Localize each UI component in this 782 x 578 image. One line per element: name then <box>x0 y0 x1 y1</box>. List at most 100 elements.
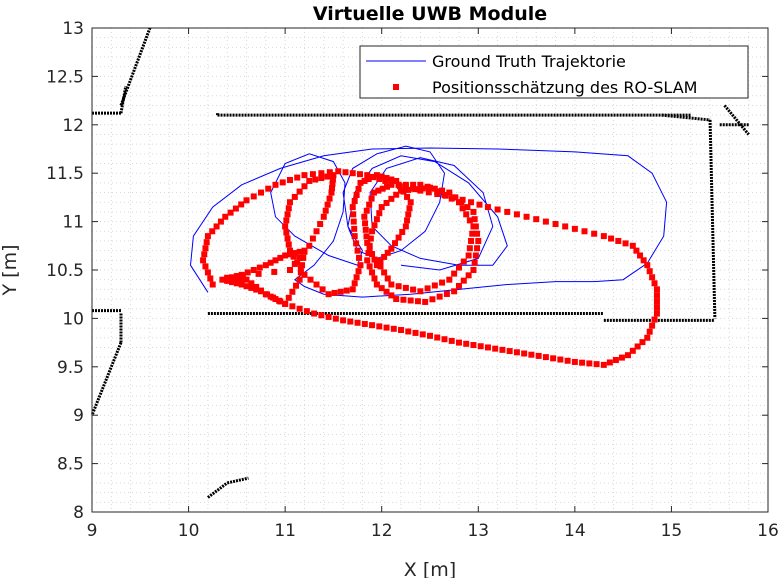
series-estimate-point <box>455 339 462 346</box>
series-estimate-point <box>434 334 441 341</box>
series-estimate-point <box>378 173 385 180</box>
series-estimate-point <box>207 275 214 282</box>
series-estimate-point <box>301 172 308 179</box>
series-estimate-point <box>410 286 417 293</box>
series-estimate-point <box>395 181 402 188</box>
series-estimate-point <box>318 312 325 319</box>
series-estimate-point <box>296 248 303 255</box>
series-estimate-point <box>463 211 470 218</box>
series-estimate-point <box>368 195 375 202</box>
series-estimate-point <box>417 181 424 188</box>
series-estimate-point <box>459 205 466 212</box>
series-estimate-point <box>612 357 619 364</box>
series-estimate-point <box>233 275 240 282</box>
series-estimate-point <box>393 177 400 184</box>
series-estimate-point <box>366 242 373 249</box>
series-estimate-point <box>277 298 284 305</box>
series-estimate-point <box>375 187 382 194</box>
series-estimate-point <box>301 183 308 190</box>
series-estimate-point <box>388 245 395 252</box>
series-estimate-point <box>653 310 660 317</box>
series-estimate-point <box>373 172 380 179</box>
series-estimate-point <box>296 305 303 312</box>
series-estimate-point <box>384 183 391 190</box>
series-estimate-point <box>233 280 240 287</box>
series-estimate-point <box>633 247 640 254</box>
series-estimate-point <box>622 240 629 247</box>
series-estimate-point <box>250 193 257 200</box>
series-estimate-point <box>400 296 407 303</box>
series-estimate-point <box>343 287 350 294</box>
series-estimate-point <box>465 252 472 259</box>
series-estimate-point <box>464 204 471 211</box>
series-estimate-point <box>330 172 337 179</box>
series-estimate-point <box>361 213 368 220</box>
series-estimate-point <box>301 248 308 255</box>
map-wall-segment <box>119 27 152 106</box>
series-estimate-point <box>282 300 289 307</box>
series-estimate-point <box>201 251 208 258</box>
series-estimate-point <box>405 328 412 335</box>
series-estimate-point <box>474 245 481 252</box>
series-estimate-point <box>272 257 279 264</box>
series-estimate-point <box>474 230 481 237</box>
series-estimate-point <box>535 352 542 359</box>
series-estimate-point <box>361 177 368 184</box>
series-estimate-point <box>653 292 660 299</box>
series-estimate-point <box>362 226 369 233</box>
series-estimate-point <box>427 184 433 191</box>
series-estimate-point <box>398 187 405 194</box>
y-tick-label: 9 <box>73 406 84 426</box>
series-estimate-point <box>466 245 473 252</box>
series-estimate-point <box>471 259 478 266</box>
series-estimate-point <box>289 303 296 310</box>
series-estimate-point <box>286 247 293 254</box>
series-estimate-point <box>383 175 390 182</box>
series-estimate-point <box>209 228 216 235</box>
series-estimate-point <box>439 279 446 286</box>
series-estimate-point <box>204 269 211 276</box>
series-estimate-point <box>436 293 443 300</box>
series-estimate-point <box>322 207 329 214</box>
series-estimate-point <box>326 195 333 202</box>
series-estimate-point <box>357 179 364 186</box>
series-estimate-point <box>470 223 477 230</box>
series-estimate-point <box>651 316 658 323</box>
series-estimate-point <box>439 187 446 194</box>
series-estimate-point <box>606 359 613 366</box>
series-estimate-point <box>248 284 255 291</box>
series-estimate-point <box>422 298 429 305</box>
series-estimate-point <box>365 176 372 183</box>
series-estimate-point <box>363 233 370 240</box>
x-tick-label: 12 <box>371 521 393 541</box>
series-estimate-point <box>406 205 413 212</box>
series-estimate-point <box>624 352 631 359</box>
series-estimate-point <box>419 331 426 338</box>
series-estimate-point <box>350 211 357 218</box>
series-estimate-point <box>350 218 357 225</box>
chart-title: Virtuelle UWB Module <box>313 3 547 25</box>
series-estimate-point <box>342 169 349 176</box>
series-estimate-point <box>351 225 358 232</box>
series-estimate-point <box>644 262 651 269</box>
map-wall-segment <box>226 476 249 485</box>
series-estimate-point <box>286 267 293 273</box>
series-estimate-point <box>353 240 360 247</box>
series-estimate-point <box>427 332 433 339</box>
series-estimate-point <box>324 201 331 208</box>
y-tick-label: 11 <box>62 213 84 233</box>
map-wall-segment <box>708 119 717 319</box>
y-tick-label: 13 <box>62 19 84 39</box>
series-estimate-point <box>391 240 398 247</box>
map-obstacles <box>90 27 750 499</box>
series-estimate-point <box>593 361 600 368</box>
series-estimate-point <box>293 282 300 289</box>
series-estimate-point <box>296 254 303 261</box>
series-estimate-point <box>285 241 292 248</box>
series-estimate-point <box>550 355 557 362</box>
series-estimate-point <box>290 253 297 260</box>
y-tick-label: 8.5 <box>57 455 84 475</box>
series-estimate-point <box>239 272 246 279</box>
series-estimate-point <box>571 225 578 232</box>
series-estimate-point <box>371 275 378 282</box>
